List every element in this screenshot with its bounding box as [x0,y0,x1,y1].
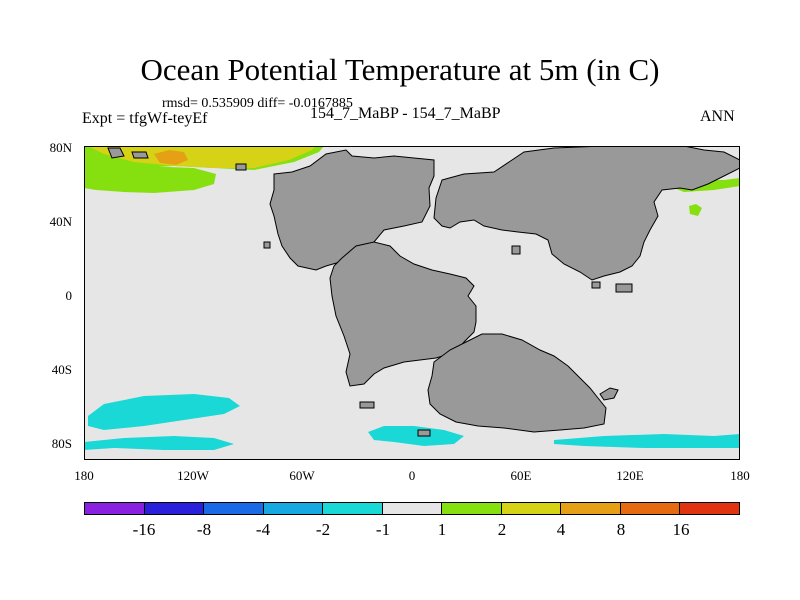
map-svg [84,146,740,460]
chart-title: Ocean Potential Temperature at 5m (in C) [140,52,660,87]
colorbar-label-neg4: -4 [255,520,271,539]
colorbar-swatch-5 [323,503,383,514]
colorbar [84,502,740,515]
lat-label-40n: 40N [49,214,72,229]
colorbar-label-2: 2 [497,520,507,539]
colorbar-label-8: 8 [616,520,626,539]
land-eurasia [433,146,740,281]
land-islands [107,147,633,437]
colorbar-label-neg1: -1 [375,520,391,539]
lon-label-180w: 180 [74,468,94,483]
colorbar-swatch-4 [263,503,324,514]
colorbar-swatch-2 [144,503,205,514]
land-australia [427,333,607,433]
map-frame [84,146,740,460]
colorbar-label-neg2: -2 [315,520,331,539]
colorbar-swatch-1 [85,503,145,514]
colorbar-swatch-6 [382,503,443,514]
colorbar-swatch-11 [680,503,740,514]
lat-label-80n: 80N [49,140,72,155]
land-north-america [269,149,435,271]
colorbar-label-4: 4 [556,520,566,539]
colorbar-label-16: 16 [672,520,690,539]
anomaly-4-to-8-north [154,150,188,165]
colorbar-label-neg8: -8 [196,520,212,539]
anomaly-cold-south-band [84,426,740,450]
lat-label-40s: 40S [51,362,72,377]
anomaly-cold-southwest [88,394,240,430]
colorbar-swatch-10 [620,503,681,514]
colorbar-swatch-9 [561,503,621,514]
stats-label: rmsd= 0.535909 diff= -0.0167885 [162,96,353,111]
colorbar-swatch-8 [501,503,562,514]
lat-label-0: 0 [65,288,73,303]
lon-label-120w: 120W [177,468,209,483]
colorbar-swatch-7 [442,503,502,514]
colorbar-label-1: 1 [437,520,447,539]
experiment-label: Expt = tfgWf-teyEf [82,110,208,127]
lon-label-60w: 60W [289,468,315,483]
lon-label-0: 0 [408,468,416,483]
lon-label-60e: 60E [510,468,532,483]
lon-label-120e: 120E [616,468,644,483]
colorbar-swatch-3 [204,503,264,514]
lat-label-80s: 80S [51,436,72,451]
comparison-label: 154_7_MaBP - 154_7_MaBP [310,105,501,122]
lon-label-180e: 180 [730,468,750,483]
season-label: ANN [700,108,735,125]
colorbar-label-neg16: -16 [132,520,156,539]
map-panel [84,146,740,460]
